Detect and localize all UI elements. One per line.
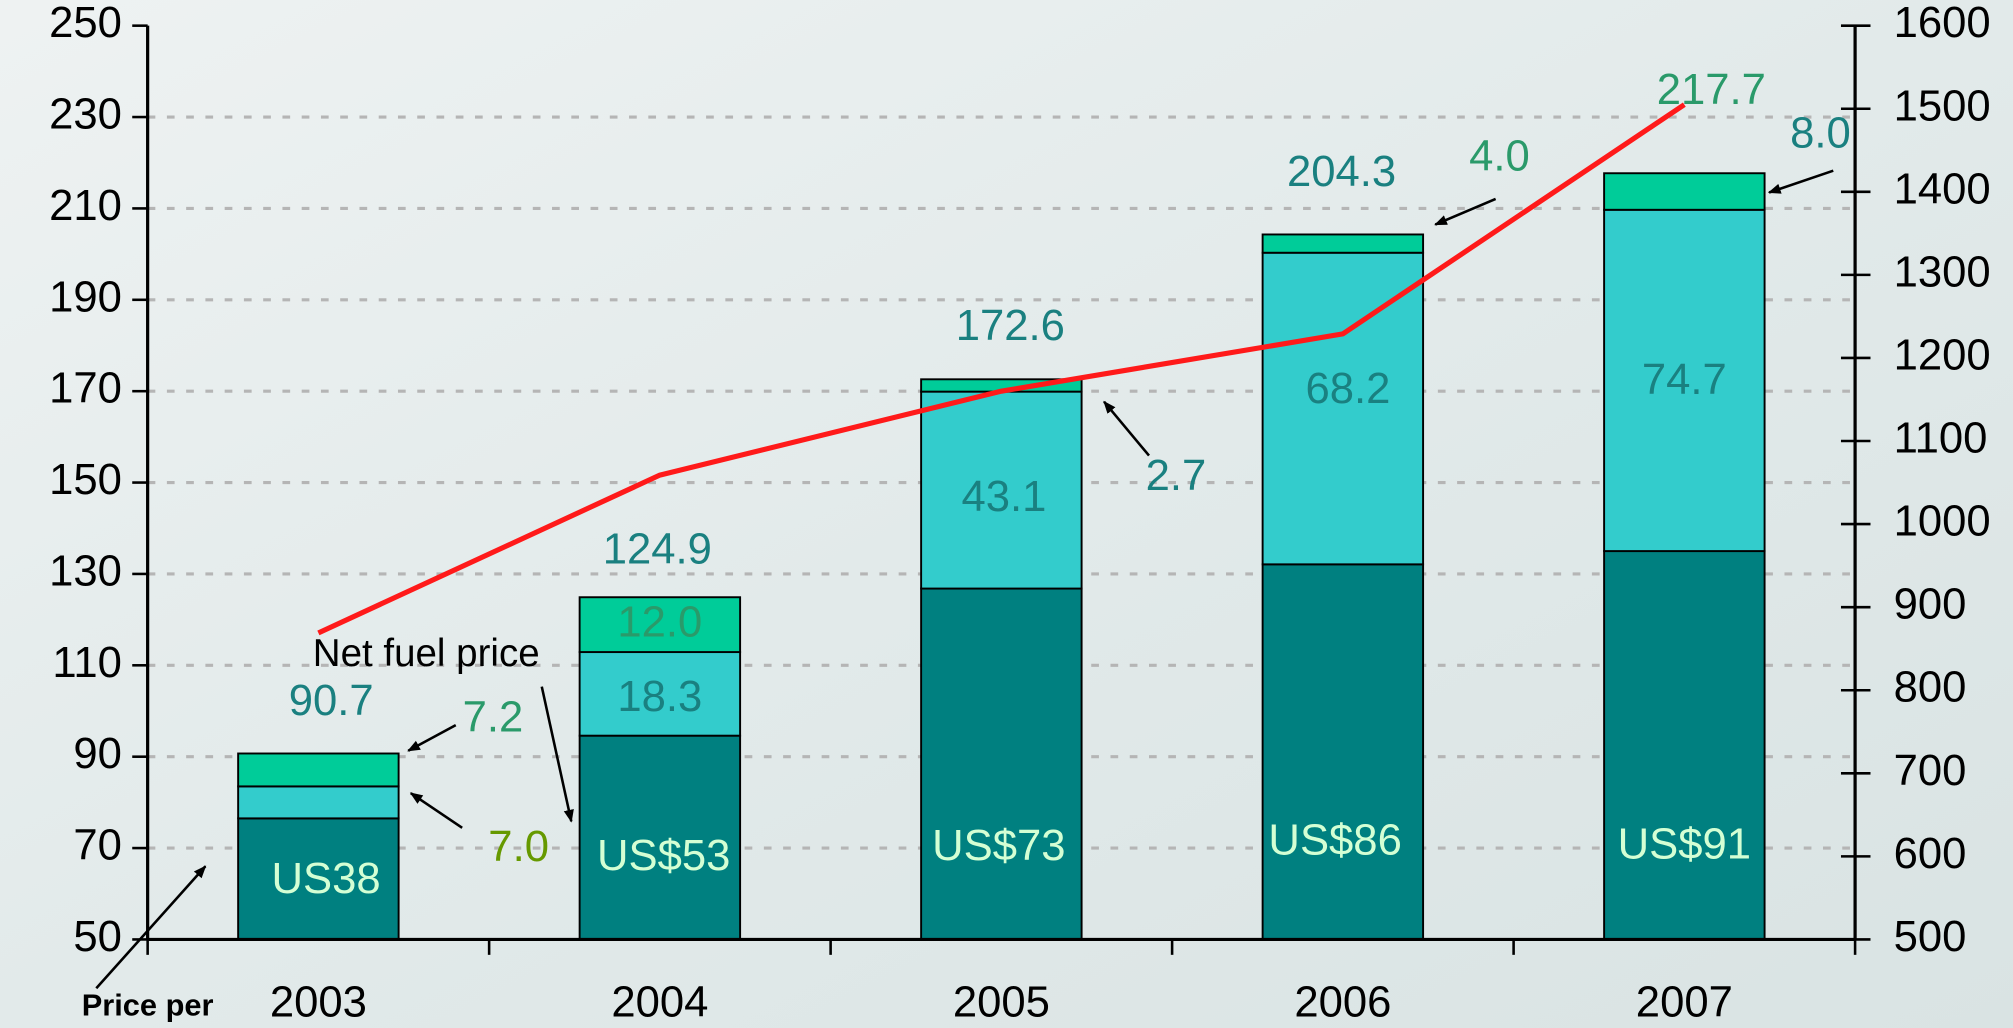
y-tick-label: 150 (49, 455, 122, 504)
arrow (407, 723, 457, 752)
data-label: 68.2 (1306, 364, 1391, 413)
data-label: 8.0 (1790, 109, 1851, 158)
y-tick-label: 90 (73, 729, 122, 778)
total-label: 172.6 (956, 301, 1065, 350)
bar-segment (920, 390, 1083, 590)
data-label: US$91 (1618, 820, 1751, 869)
total-label: 204.3 (1287, 147, 1396, 196)
x-tick-label: 2005 (953, 977, 1050, 1026)
y-tick-label: 190 (49, 272, 122, 321)
bar-segment (1261, 563, 1425, 941)
bar-segment (1603, 172, 1766, 211)
data-label: US38 (272, 854, 381, 903)
total-label: 124.9 (603, 524, 712, 573)
y-tick-label: 50 (73, 912, 122, 961)
bar-segment (1261, 233, 1425, 254)
arrow (1434, 197, 1497, 226)
arrow (540, 686, 574, 823)
bar-segment (237, 752, 400, 788)
y2-tick-label: 800 (1894, 663, 1967, 712)
y2-tick-label: 900 (1894, 580, 1967, 629)
data-label: 2.7 (1146, 451, 1207, 500)
data-label: 4.0 (1469, 132, 1530, 181)
arrow (1103, 400, 1150, 457)
x-tick-label: 2004 (611, 977, 708, 1026)
bar-segment (237, 785, 400, 820)
bar-segment (578, 596, 742, 654)
x-tick-label: 2007 (1636, 977, 1733, 1026)
y-tick-label: 250 (49, 0, 122, 47)
y2-tick-label: 1000 (1894, 497, 1991, 546)
data-label: US$53 (597, 831, 730, 880)
arrow (95, 865, 207, 990)
data-label: US$86 (1268, 816, 1401, 865)
total-label: 90.7 (289, 676, 374, 725)
y2-tick-label: 1200 (1894, 330, 1991, 379)
annotation: Net fuel price (313, 632, 540, 675)
data-label: 12.0 (617, 598, 702, 647)
y2-tick-label: 1500 (1894, 81, 1991, 130)
annotation: Price per (82, 988, 214, 1023)
data-label: 7.0 (488, 822, 549, 871)
data-label: 74.7 (1642, 355, 1727, 404)
data-label: 7.2 (463, 693, 524, 742)
y2-tick-label: 1100 (1894, 414, 1988, 463)
y2-tick-label: 1400 (1894, 164, 1991, 213)
total-label: 217.7 (1657, 65, 1766, 114)
data-label: US$73 (932, 821, 1065, 870)
y2-tick-label: 700 (1894, 746, 1967, 795)
arrow (409, 792, 463, 829)
y-tick-label: 170 (49, 364, 122, 413)
y-tick-label: 210 (49, 181, 122, 230)
y-tick-label: 230 (49, 90, 122, 139)
bar-segment (578, 734, 742, 941)
bar-segment (237, 817, 400, 941)
x-tick-label: 2003 (270, 977, 367, 1026)
y2-tick-label: 500 (1894, 912, 1967, 961)
y-tick-label: 70 (73, 821, 122, 870)
y2-tick-label: 1600 (1894, 0, 1991, 47)
y-tick-label: 110 (52, 638, 122, 687)
line (317, 102, 1686, 636)
x-tick-label: 2006 (1294, 977, 1391, 1026)
bar-segment (1603, 550, 1766, 941)
y2-tick-label: 1300 (1894, 247, 1991, 296)
y-tick-label: 130 (49, 546, 122, 595)
bar-segment (578, 651, 742, 737)
data-label: 18.3 (617, 672, 702, 721)
arrow (1767, 169, 1834, 194)
y2-tick-label: 600 (1894, 829, 1967, 878)
bar-segment (1603, 208, 1766, 553)
data-label: 43.1 (961, 472, 1046, 521)
bar-segment (920, 587, 1083, 941)
bar-segment (1261, 251, 1425, 566)
